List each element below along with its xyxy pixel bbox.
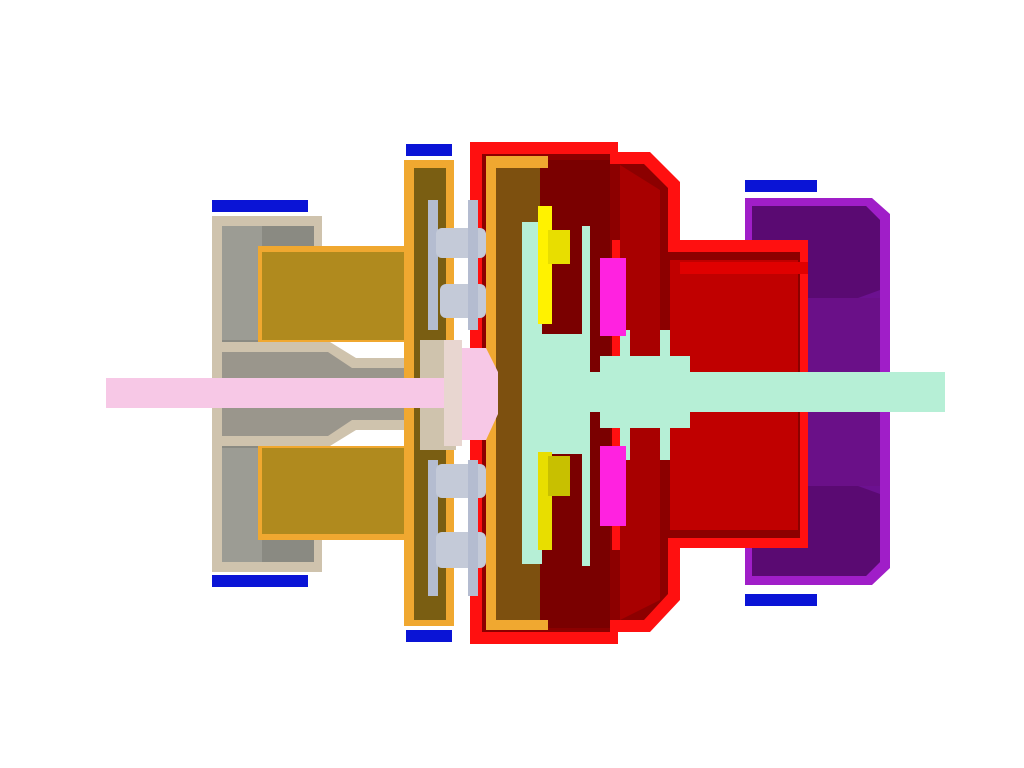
output-shaft xyxy=(522,222,945,566)
planet-gear-top xyxy=(428,200,486,330)
magenta-ring xyxy=(600,258,626,526)
planet-gear-bottom xyxy=(428,460,486,596)
planet-gears xyxy=(428,200,486,596)
input-sleeve xyxy=(258,246,410,540)
input-shaft xyxy=(106,340,498,446)
seal-rings xyxy=(212,144,817,642)
yellow-gear xyxy=(538,206,570,550)
